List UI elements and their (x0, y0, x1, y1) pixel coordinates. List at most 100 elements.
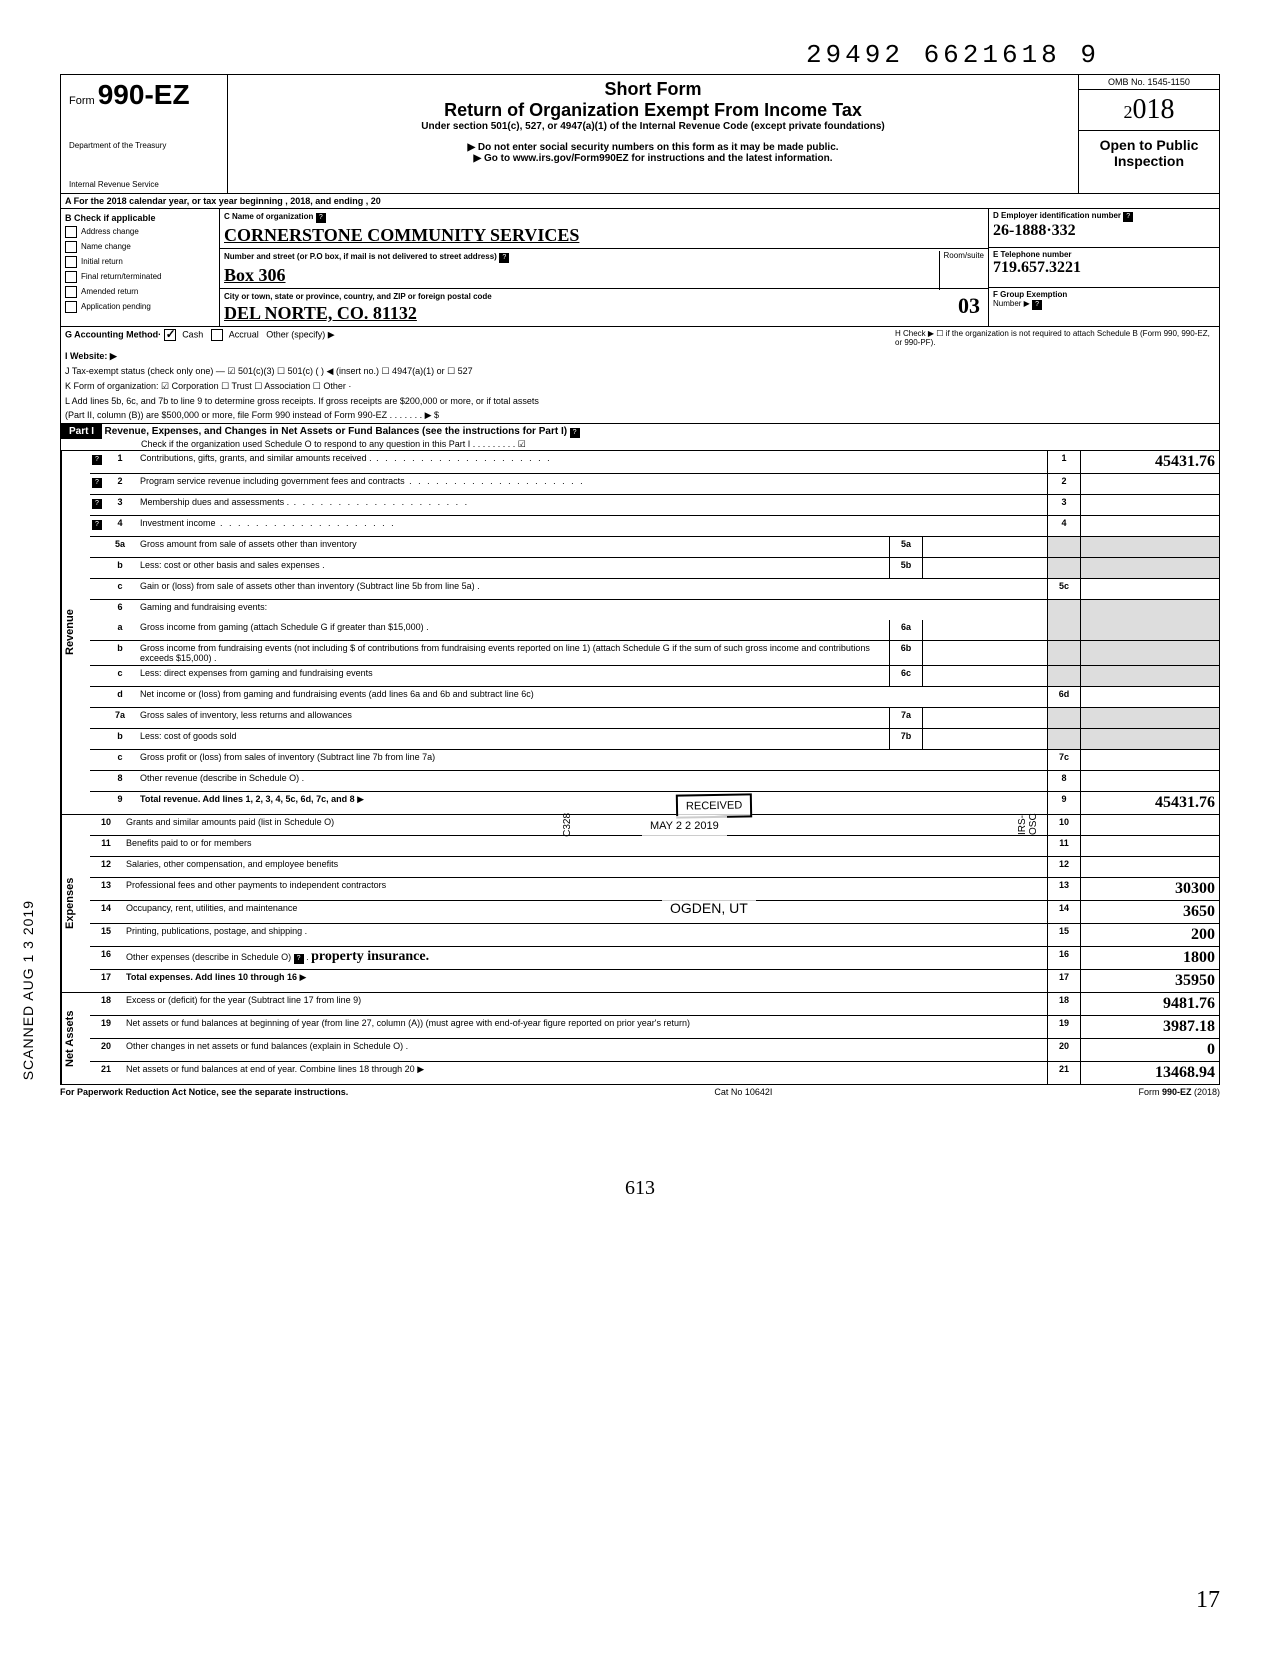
cb-pending[interactable] (65, 301, 77, 313)
l3-en: 3 (1047, 495, 1080, 515)
l9-num: 9 (104, 792, 136, 814)
group-label2: Number ▶ (993, 299, 1030, 308)
l18-num: 18 (90, 993, 122, 1015)
l7c-num: c (104, 750, 136, 770)
l5a-ev (1080, 537, 1219, 557)
l19-en: 19 (1047, 1016, 1080, 1038)
l10-desc: Grants and similar amounts paid (list in… (122, 815, 1047, 835)
footer-left: For Paperwork Reduction Act Notice, see … (60, 1087, 348, 1097)
cb-cash[interactable] (164, 329, 176, 341)
l7a-desc: Gross sales of inventory, less returns a… (136, 708, 889, 728)
l14-ev: 3650 (1080, 901, 1219, 923)
l5b-desc: Less: cost or other basis and sales expe… (136, 558, 889, 578)
accrual-label: Accrual (229, 329, 259, 339)
l3-num: 3 (104, 495, 136, 515)
col-b: B Check if applicable Address change Nam… (61, 209, 220, 326)
l7b-en (1047, 729, 1080, 749)
l6b-mv (922, 641, 1047, 665)
cb-final-label: Final return/terminated (81, 272, 161, 281)
cb-name[interactable] (65, 241, 77, 253)
l14-desc: Occupancy, rent, utilities, and maintena… (122, 901, 1047, 923)
cb-initial[interactable] (65, 256, 77, 268)
col-c: C Name of organization ? CORNERSTONE COM… (220, 209, 988, 326)
l6a-en (1047, 620, 1080, 640)
part1-header: Part I Revenue, Expenses, and Changes in… (60, 424, 1220, 451)
cb-address[interactable] (65, 226, 77, 238)
info-grid: B Check if applicable Address change Nam… (60, 209, 1220, 327)
l19-num: 19 (90, 1016, 122, 1038)
l5c-desc: Gain or (loss) from sale of assets other… (136, 579, 1047, 599)
row-i: I Website: ▶ (65, 351, 117, 361)
expenses-label: Expenses (61, 815, 90, 992)
rows-gk: G Accounting Method· Cash Accrual Other … (60, 327, 1220, 424)
l12-ev (1080, 857, 1219, 877)
col-b-header: B Check if applicable (65, 213, 215, 223)
street-label: Number and street (or P.O box, if mail i… (224, 252, 497, 261)
l5a-num: 5a (104, 537, 136, 557)
help-icon: ? (92, 455, 102, 465)
l7c-desc: Gross profit or (loss) from sales of inv… (136, 750, 1047, 770)
cb-initial-label: Initial return (81, 257, 123, 266)
l19-ev: 3987.18 (1080, 1016, 1219, 1038)
room-label: Room/suite (939, 251, 984, 290)
l11-desc: Benefits paid to or for membersMAY 2 2 2… (122, 836, 1047, 856)
revenue-section: Revenue ?1Contributions, gifts, grants, … (60, 451, 1220, 815)
cb-address-label: Address change (81, 227, 139, 236)
cb-amended-label: Amended return (81, 287, 138, 296)
street-value: Box 306 (224, 265, 984, 286)
l18-ev: 9481.76 (1080, 993, 1219, 1015)
cb-accrual[interactable] (211, 329, 223, 341)
cb-name-label: Name change (81, 242, 131, 251)
l7a-mn: 7a (889, 708, 922, 728)
l10-ev (1080, 815, 1219, 835)
l20-ev: 0 (1080, 1039, 1219, 1061)
l5b-mn: 5b (889, 558, 922, 578)
revenue-label: Revenue (61, 451, 90, 814)
l7b-num: b (104, 729, 136, 749)
form-number: 990-EZ (98, 79, 190, 110)
l18-desc: Excess or (deficit) for the year (Subtra… (122, 993, 1047, 1015)
cb-pending-label: Application pending (81, 302, 151, 311)
l21-desc: Net assets or fund balances at end of ye… (122, 1062, 1047, 1084)
l2-desc: Program service revenue including govern… (136, 474, 1047, 494)
l5c-en: 5c (1047, 579, 1080, 599)
l6d-desc: Net income or (loss) from gaming and fun… (136, 687, 1047, 707)
l3-ev (1080, 495, 1219, 515)
l6b-num: b (104, 641, 136, 665)
l19-desc: Net assets or fund balances at beginning… (122, 1016, 1047, 1038)
l14-num: 14 (90, 901, 122, 923)
cb-final[interactable] (65, 271, 77, 283)
cb-amended[interactable] (65, 286, 77, 298)
l6c-mv (922, 666, 1047, 686)
l6b-mn: 6b (889, 641, 922, 665)
l6d-ev (1080, 687, 1219, 707)
l16-desc: Other expenses (describe in Schedule O) … (122, 947, 1047, 969)
l6c-desc: Less: direct expenses from gaming and fu… (136, 666, 889, 686)
name-label: C Name of organization (224, 212, 313, 221)
help-icon: ? (499, 253, 509, 263)
l9-desc: Total revenue. Add lines 1, 2, 3, 4, 5c,… (140, 794, 355, 804)
footer: For Paperwork Reduction Act Notice, see … (60, 1085, 1220, 1097)
main-title: Return of Organization Exempt From Incom… (236, 100, 1070, 121)
phone-label: E Telephone number (993, 250, 1072, 259)
l1-ev: 45431.76 (1080, 451, 1219, 473)
stamp-irs: IRS-OSC (1017, 813, 1039, 835)
l2-en: 2 (1047, 474, 1080, 494)
l16-en: 16 (1047, 947, 1080, 969)
netassets-section: Net Assets 18Excess or (deficit) for the… (60, 993, 1220, 1085)
org-name: CORNERSTONE COMMUNITY SERVICES (224, 225, 984, 246)
scanned-stamp: SCANNED AUG 1 3 2019 (20, 900, 36, 1080)
l4-num: 4 (104, 516, 136, 536)
help-icon: ? (1123, 212, 1133, 222)
l8-num: 8 (104, 771, 136, 791)
help-icon: ? (570, 428, 580, 438)
phone-value: 719.657.3221 (993, 259, 1215, 277)
l6d-num: d (104, 687, 136, 707)
city-hand: 03 (958, 293, 980, 319)
open-to-public: Open to Public Inspection (1079, 131, 1219, 175)
part1-title: Revenue, Expenses, and Changes in Net As… (105, 426, 568, 437)
help-icon: ? (92, 520, 102, 530)
ein-value: 26-1888·332 (993, 222, 1215, 240)
part1-sub: Check if the organization used Schedule … (61, 439, 1219, 450)
l7b-mv (922, 729, 1047, 749)
